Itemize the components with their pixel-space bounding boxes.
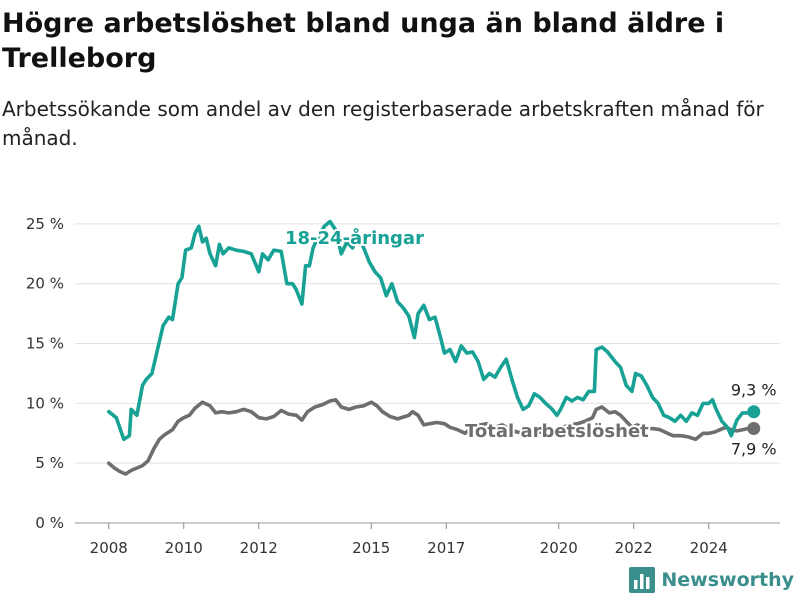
y-tick-label: 15 % xyxy=(26,335,64,353)
series-end-label-0: 9,3 % xyxy=(731,381,777,400)
series-name-label-0: 18-24-åringar xyxy=(285,227,424,249)
x-tick-label: 2008 xyxy=(90,539,128,557)
bar-chart-logo-icon xyxy=(629,567,656,593)
series-group xyxy=(107,219,761,476)
series-end-point-0 xyxy=(747,405,761,419)
y-tick-label: 10 % xyxy=(26,394,64,412)
brand: Newsworthy xyxy=(629,566,794,594)
x-axis: 2008 2010 2012 2015 2017 2020 2022 2024 xyxy=(90,523,728,557)
chart-title: Högre arbetslöshet bland unga än bland ä… xyxy=(2,8,725,74)
grid-lines xyxy=(75,223,780,524)
x-tick-label: 2010 xyxy=(165,539,203,557)
x-tick-label: 2015 xyxy=(352,539,390,557)
series-labels: 18-24-åringar Total arbetslöshet 9,3 % 7,9 … xyxy=(283,225,777,458)
x-tick-label: 2017 xyxy=(427,539,465,557)
y-axis: 0 % 5 % 10 % 15 % 20 % 25 % xyxy=(26,215,64,532)
x-tick-label: 2024 xyxy=(690,539,728,557)
y-tick-label: 25 % xyxy=(26,215,64,233)
x-tick-label: 2022 xyxy=(615,539,653,557)
y-tick-label: 5 % xyxy=(35,454,64,472)
x-tick-label: 2020 xyxy=(540,539,578,557)
x-tick-label: 2012 xyxy=(240,539,278,557)
series-line-0 xyxy=(107,219,756,442)
series-end-label-1: 7,9 % xyxy=(731,439,777,458)
y-tick-label: 0 % xyxy=(35,514,64,532)
series-end-point-1 xyxy=(747,421,761,435)
brand-name: Newsworthy xyxy=(661,569,794,591)
chart-subtitle: Arbetssökande som andel av den registerb… xyxy=(2,97,764,150)
y-tick-label: 20 % xyxy=(26,275,64,293)
series-name-label-1: Total arbetslöshet xyxy=(465,421,649,442)
series-line-1 xyxy=(107,398,756,476)
